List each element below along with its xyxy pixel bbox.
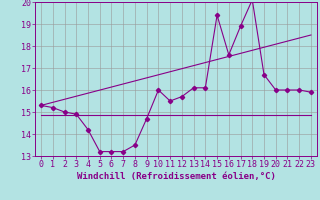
X-axis label: Windchill (Refroidissement éolien,°C): Windchill (Refroidissement éolien,°C) — [76, 172, 276, 181]
